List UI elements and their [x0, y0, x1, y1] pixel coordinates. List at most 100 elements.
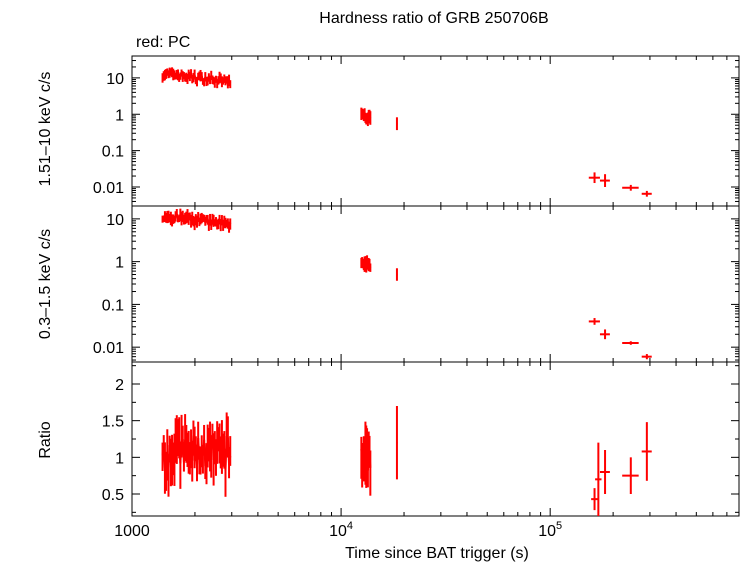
data-point	[182, 439, 187, 463]
data-point	[161, 74, 165, 78]
data-point	[588, 172, 600, 184]
data-point	[641, 190, 652, 197]
x-tick-label: 104	[329, 520, 353, 540]
data-point	[217, 77, 221, 80]
data-point	[210, 76, 214, 80]
data-point	[599, 329, 610, 340]
data-point	[168, 216, 172, 220]
chart-subtitle: red: PC	[136, 34, 190, 51]
data-point	[211, 218, 215, 222]
data-point	[217, 436, 221, 445]
data-point	[205, 443, 209, 464]
data-point	[196, 76, 200, 81]
data-point	[222, 446, 226, 450]
series-PC	[161, 406, 652, 516]
y-axis-label-ratio: Ratio	[37, 421, 54, 458]
y-tick-label: 10	[106, 71, 124, 88]
data-point	[193, 74, 197, 81]
plot-layer: 10 1 0.1 0.01 10 1 0.1 0.01 2 1.5 1 0.5 1000 104 105	[93, 55, 740, 540]
y-tick-label: 1.5	[102, 414, 124, 431]
data-point	[183, 218, 186, 221]
data-point	[204, 463, 208, 467]
data-point	[176, 433, 181, 444]
data-point	[622, 457, 639, 494]
y-tick-label: 10	[106, 212, 124, 229]
y-tick-label: 0.01	[93, 180, 124, 197]
data-point	[177, 217, 180, 221]
data-point	[599, 450, 610, 494]
data-point	[211, 78, 215, 82]
data-point	[208, 77, 211, 80]
data-point	[199, 218, 203, 222]
y-tick-label: 1	[115, 255, 124, 272]
data-point	[198, 219, 202, 223]
data-point	[225, 78, 228, 82]
data-point	[228, 222, 232, 229]
panel-hard: 10 1 0.1 0.01	[93, 55, 740, 207]
data-point	[204, 218, 208, 223]
data-point	[184, 217, 187, 220]
data-point	[179, 439, 183, 464]
data-point	[173, 444, 177, 460]
x-tick-label: 105	[538, 520, 562, 540]
data-point	[197, 438, 201, 458]
data-point	[212, 220, 216, 224]
x-axis-label: Time since BAT trigger (s)	[345, 545, 529, 562]
data-point	[199, 456, 203, 465]
data-point	[164, 73, 167, 76]
series-PC	[161, 208, 652, 360]
y-axis-label-soft: 0.3–1.5 keV c/s	[37, 229, 54, 339]
data-point	[193, 447, 197, 450]
data-point	[170, 71, 173, 74]
data-point	[224, 435, 228, 471]
data-point	[588, 318, 600, 325]
data-point	[591, 488, 598, 511]
data-point	[622, 341, 639, 345]
data-point	[169, 71, 172, 75]
data-point	[368, 264, 372, 269]
data-point	[173, 215, 177, 221]
data-point	[201, 454, 204, 458]
data-point	[395, 268, 398, 281]
y-tick-label: 2	[115, 377, 124, 394]
data-point	[595, 442, 602, 516]
y-axis-label-hard: 1.51–10 keV c/s	[37, 72, 54, 187]
data-point	[163, 74, 166, 77]
y-tick-label: 0.5	[102, 487, 124, 504]
y-tick-label: 0.01	[93, 340, 124, 357]
series-PC	[161, 67, 652, 197]
data-point	[368, 452, 372, 468]
data-point	[223, 77, 227, 81]
data-point	[622, 184, 639, 191]
data-point	[205, 78, 209, 82]
data-point	[221, 444, 224, 448]
y-tick-label: 0.1	[102, 144, 124, 161]
data-point	[641, 354, 652, 360]
panel-ratio: 2 1.5 1 0.5	[102, 361, 740, 517]
data-point	[228, 80, 232, 84]
data-point	[192, 435, 196, 449]
data-point	[166, 71, 170, 74]
data-point	[183, 75, 186, 79]
x-tick-label: 1000	[114, 523, 150, 540]
data-point	[216, 222, 220, 226]
data-point	[198, 75, 202, 78]
data-point	[216, 78, 220, 83]
data-point	[171, 71, 175, 75]
data-point	[165, 217, 168, 220]
data-point	[170, 217, 173, 221]
y-tick-label: 0.1	[102, 297, 124, 314]
data-point	[165, 71, 169, 75]
data-point	[186, 448, 190, 451]
data-point	[168, 445, 172, 463]
data-point	[214, 441, 219, 452]
data-point	[225, 435, 229, 439]
y-tick-label: 1	[115, 450, 124, 467]
data-point	[200, 75, 204, 82]
chart-title: Hardness ratio of GRB 250706B	[319, 10, 548, 27]
data-point	[191, 217, 195, 223]
data-point	[599, 174, 610, 187]
panel-soft: 10 1 0.1 0.01	[93, 205, 740, 363]
y-tick-label: 1	[115, 107, 124, 124]
